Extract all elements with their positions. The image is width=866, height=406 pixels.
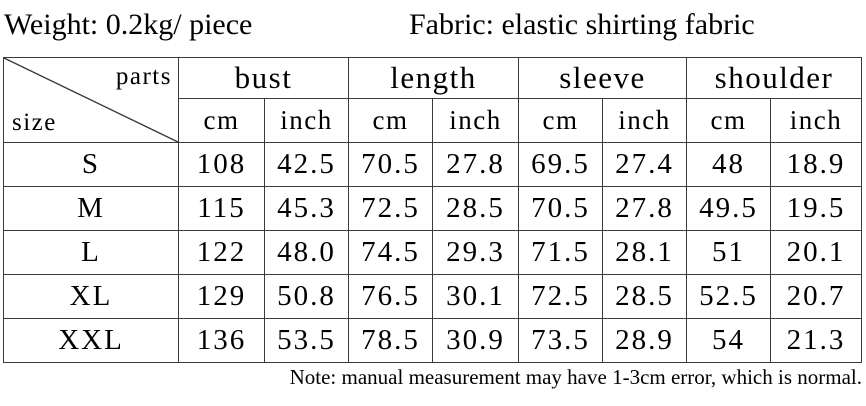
bust-cm-cell: 115 [178,186,265,231]
sleeve-cm-cell: 71.5 [518,230,603,275]
unit-header-bust-inch: inch [264,98,349,143]
length-cm-cell: 72.5 [348,186,433,231]
length-cm-cell: 78.5 [348,318,433,363]
table-row: XXL 136 53.5 78.5 30.9 73.5 28.9 54 21.3 [3,318,863,363]
bust-cm-cell: 108 [178,142,265,187]
length-cm-cell: 70.5 [348,142,433,187]
bust-inch-cell: 53.5 [264,318,349,363]
unit-header-shoulder-cm: cm [686,98,771,143]
corner-header-cell: parts size [3,57,179,143]
shoulder-inch-cell: 20.1 [769,230,863,275]
bust-cm-cell: 129 [178,274,265,319]
length-inch-cell: 29.3 [432,230,519,275]
unit-header-length-cm: cm [348,98,433,143]
shoulder-cm-cell: 51 [686,230,771,275]
length-inch-cell: 30.9 [432,318,519,363]
shoulder-inch-cell: 20.7 [769,274,863,319]
bust-inch-cell: 45.3 [264,186,349,231]
bust-cm-cell: 122 [178,230,265,275]
unit-header-bust-cm: cm [178,98,265,143]
bust-cm-cell: 136 [178,318,265,363]
shoulder-cm-cell: 48 [686,142,771,187]
length-inch-cell: 28.5 [432,186,519,231]
size-cell: L [3,230,179,275]
group-header-length: length [348,57,519,99]
group-header-bust: bust [178,57,349,99]
size-cell: S [3,142,179,187]
shoulder-cm-cell: 52.5 [686,274,771,319]
sleeve-inch-cell: 27.8 [602,186,687,231]
bust-inch-cell: 42.5 [264,142,349,187]
unit-header-sleeve-inch: inch [602,98,687,143]
sleeve-inch-cell: 27.4 [602,142,687,187]
group-header-shoulder: shoulder [685,57,863,99]
size-cell: XL [3,274,179,319]
sleeve-inch-cell: 28.9 [602,318,687,363]
table-row: L 122 48.0 74.5 29.3 71.5 28.1 51 20.1 [3,230,863,275]
size-chart-table: parts size bust length sleeve shoulder c… [3,57,863,363]
unit-header-shoulder-inch: inch [769,98,863,143]
shoulder-inch-cell: 21.3 [769,318,863,363]
table-header-units: cm inch cm inch cm inch cm inch [4,98,863,143]
unit-header-sleeve-cm: cm [518,98,603,143]
shoulder-cm-cell: 49.5 [686,186,771,231]
table-header-groups: parts size bust length sleeve shoulder [3,57,863,143]
sleeve-cm-cell: 73.5 [518,318,603,363]
unit-header-length-inch: inch [432,98,519,143]
measurement-note: Note: manual measurement may have 1-3cm … [289,365,862,389]
length-cm-cell: 76.5 [348,274,433,319]
group-header-sleeve: sleeve [518,57,687,99]
sleeve-inch-cell: 28.5 [602,274,687,319]
bust-inch-cell: 48.0 [264,230,349,275]
shoulder-inch-cell: 19.5 [769,186,863,231]
weight-info: Weight: 0.2kg/ piece [4,8,253,41]
sleeve-cm-cell: 69.5 [518,142,603,187]
table-row: XL 129 50.8 76.5 30.1 72.5 28.5 52.5 20.… [3,274,863,319]
length-cm-cell: 74.5 [348,230,433,275]
product-info-bar: Weight: 0.2kg/ piece Fabric: elastic shi… [0,0,866,52]
fabric-info: Fabric: elastic shirting fabric [409,8,755,41]
sleeve-cm-cell: 70.5 [518,186,603,231]
diagonal-divider-icon [4,58,178,142]
length-inch-cell: 27.8 [432,142,519,187]
size-cell: XXL [3,318,179,363]
parts-axis-label: parts [115,63,172,90]
length-inch-cell: 30.1 [432,274,519,319]
shoulder-inch-cell: 18.9 [769,142,863,187]
size-cell: M [3,186,179,231]
shoulder-cm-cell: 54 [686,318,771,363]
table-row: S 108 42.5 70.5 27.8 69.5 27.4 48 18.9 [3,142,863,187]
sleeve-cm-cell: 72.5 [518,274,603,319]
size-axis-label: size [12,109,57,136]
table-row: M 115 45.3 72.5 28.5 70.5 27.8 49.5 19.5 [3,186,863,231]
bust-inch-cell: 50.8 [264,274,349,319]
sleeve-inch-cell: 28.1 [602,230,687,275]
